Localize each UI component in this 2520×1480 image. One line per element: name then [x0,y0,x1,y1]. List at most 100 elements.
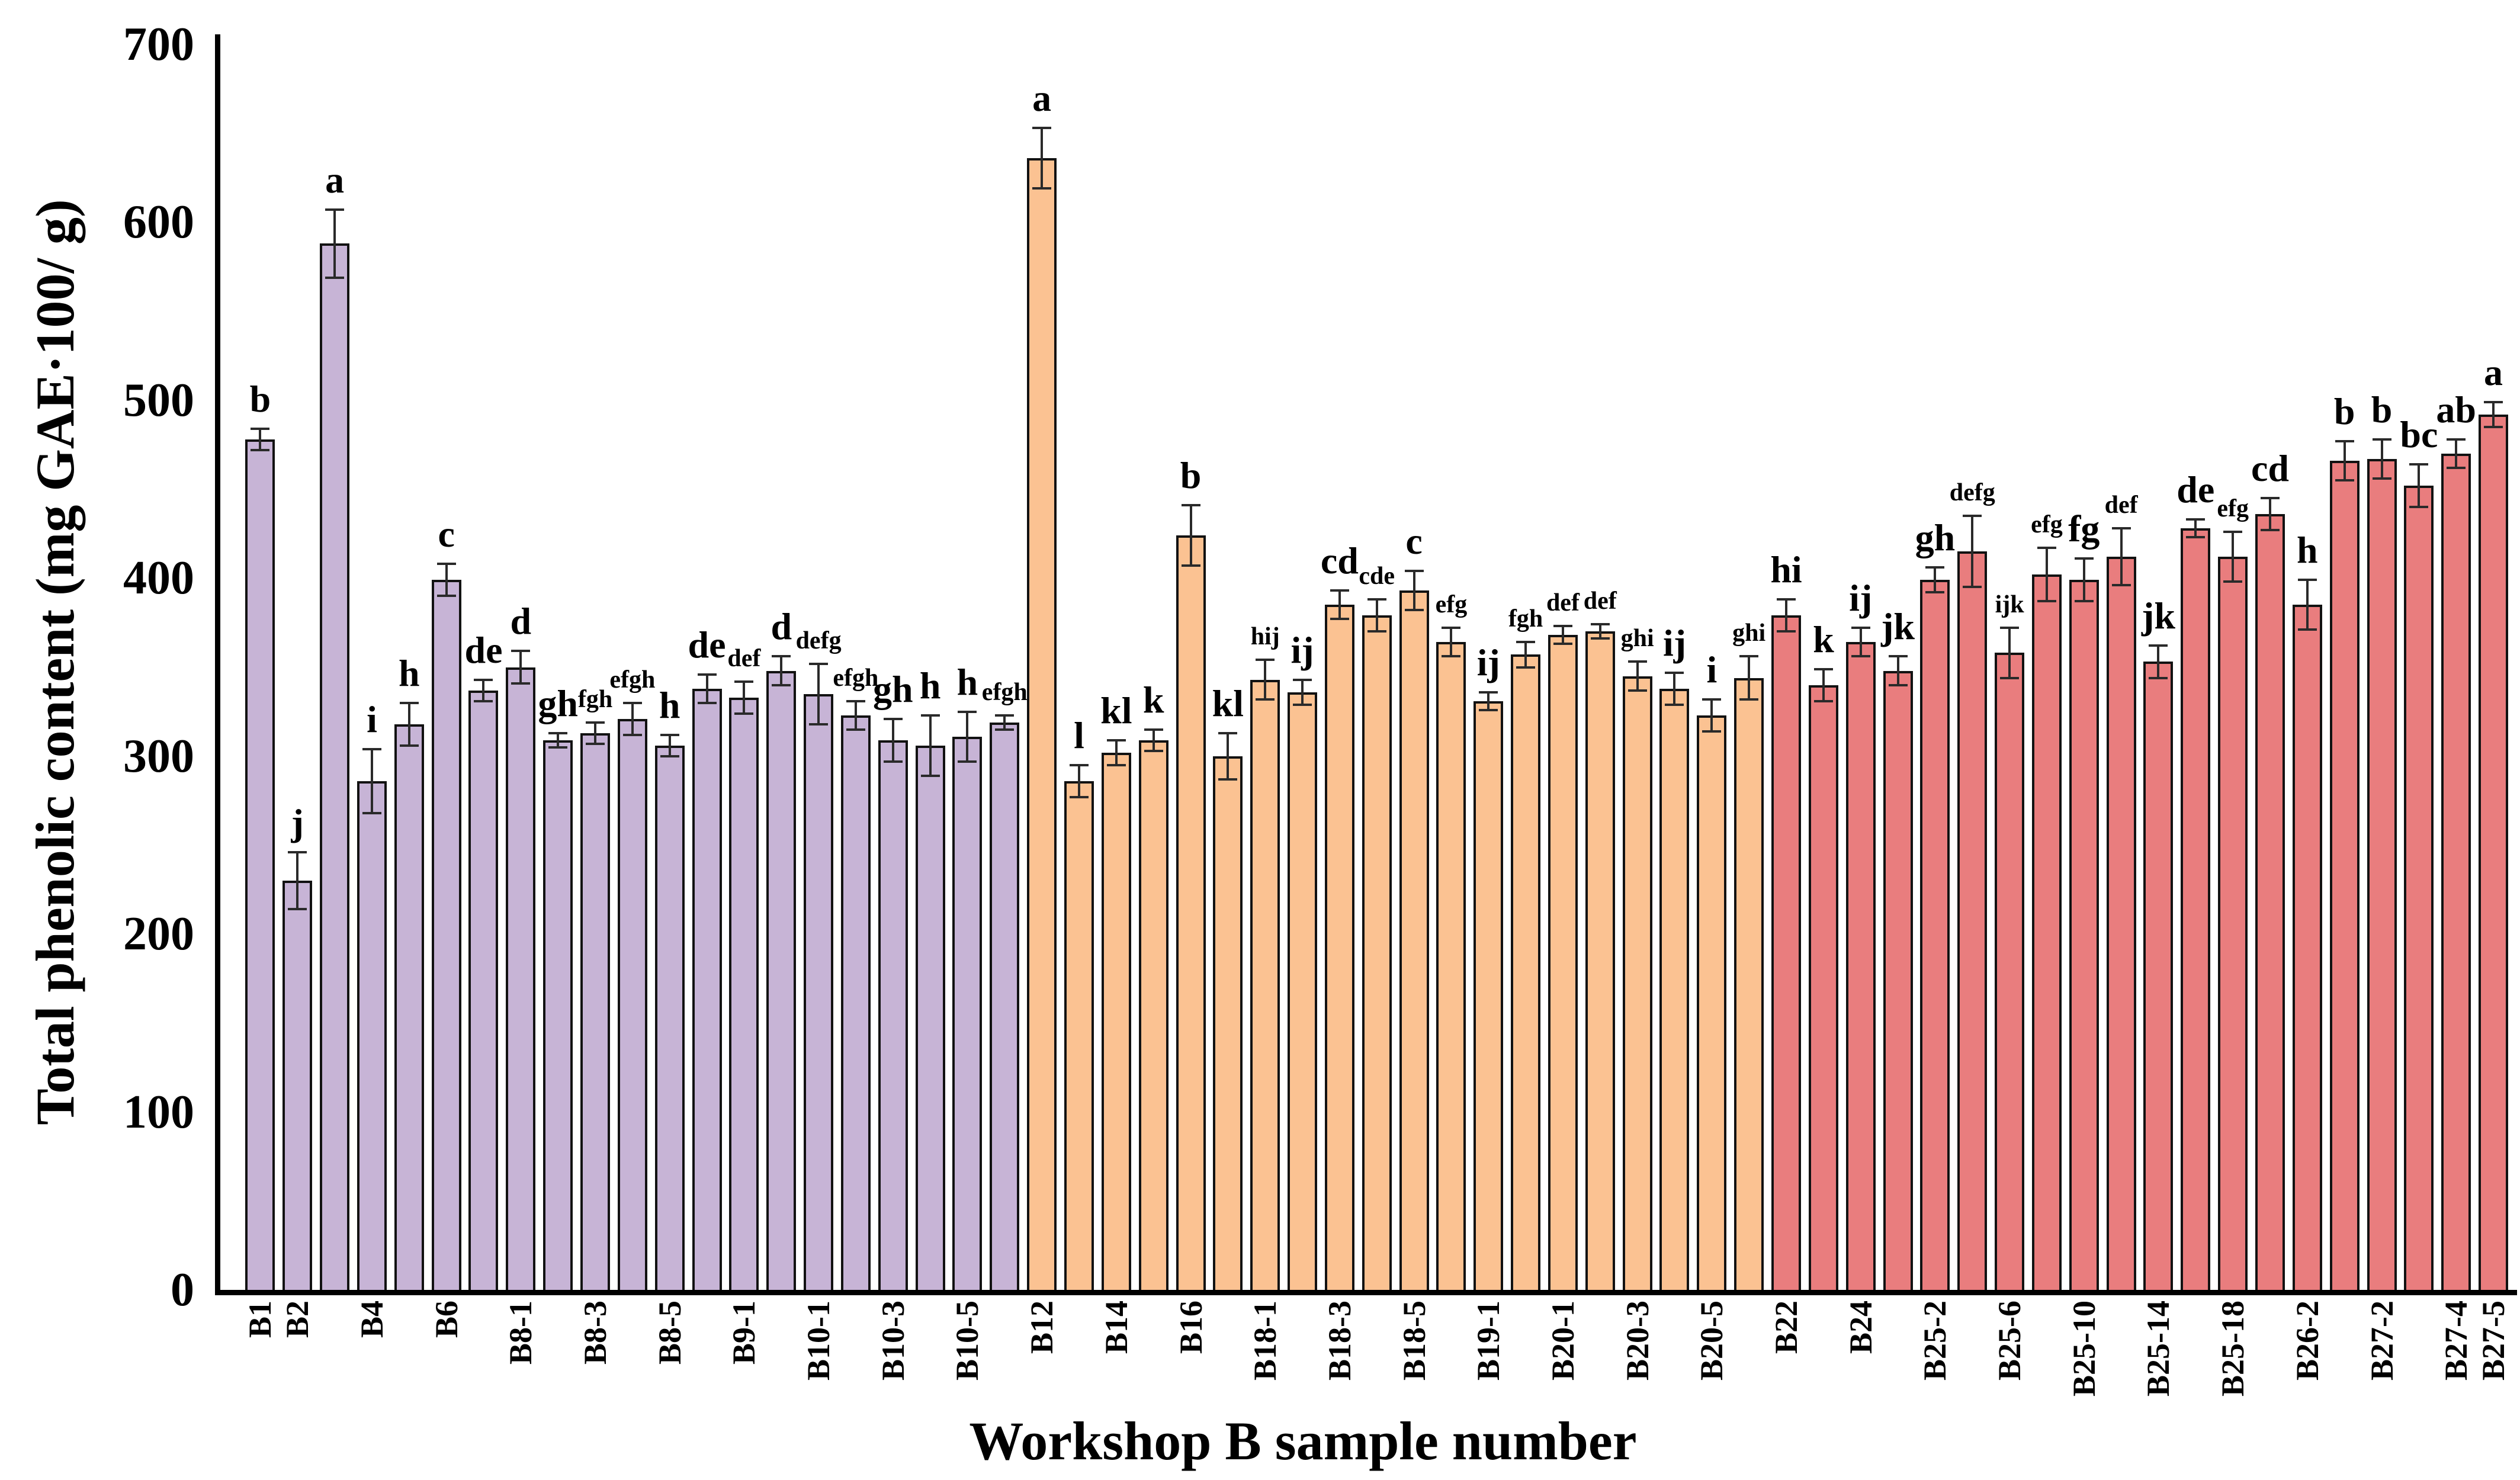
error-bar-cap [1813,667,1833,670]
significance-letter: c [438,513,455,556]
error-bar-cap [586,721,605,724]
bar-def [2106,557,2136,1290]
y-tick-label-100: 100 [123,1086,194,1138]
x-tick-label-B18-5: B18-5 [1396,1301,1432,1381]
significance-letter: h [399,651,420,694]
significance-letter: k [1813,618,1834,660]
error-bar-cap [2149,676,2168,679]
bar-slot: fg B25-10 [2065,0,2102,1396]
error-bar-cap [1888,655,1908,658]
significance-letter: ab [2436,388,2476,431]
error-bar-cap [2372,438,2391,441]
x-tick-label-B19-1: B19-1 [1471,1301,1507,1381]
bar-B2 [283,881,313,1290]
error-bar [2306,580,2309,630]
error-bar [333,210,336,278]
bar-l [1064,781,1094,1290]
error-bar-cap [436,563,456,566]
bar-slot: d [763,0,800,1290]
error-bar [1003,715,1006,730]
x-tick-label-B20-3: B20-3 [1619,1301,1655,1381]
x-tick-label-B25-14: B25-14 [2140,1301,2176,1396]
x-tick-label-B20-5: B20-5 [1694,1301,1730,1381]
error-bar-cap [2335,439,2354,442]
error-bar [1934,567,1937,593]
error-bar-cap [1442,655,1461,658]
bar-B22 [1771,615,1802,1290]
bar-B19-1 [1474,701,1504,1290]
bar-B8-1 [506,667,536,1290]
error-bar-cap [399,744,419,747]
error-bar-cap [1925,591,1945,594]
error-bar-cap [995,714,1015,717]
error-bar-cap [1218,731,1238,734]
bar-slot: d B8-1 [502,0,540,1365]
x-tick-label-B8-5: B8-5 [651,1301,688,1365]
bar-efgh [840,715,871,1290]
error-bar-cap [809,662,829,665]
bar-de [468,690,499,1290]
bar-slot: c B6 [428,0,465,1338]
bar-k [1808,685,1838,1290]
bar-k [1138,740,1168,1290]
error-bar [1115,740,1118,765]
bar-slot: ij [1284,0,1321,1290]
bar-B18-1 [1250,679,1280,1290]
error-bar-cap [958,760,977,763]
significance-letter: fg [2068,508,2100,550]
error-bar [259,428,262,450]
significance-letter: gh [538,682,578,724]
significance-letter: def [727,644,761,672]
error-bar-cap [772,683,791,686]
significance-letter: efg [1435,591,1468,619]
bar-B25-6 [1995,653,2025,1290]
bar-slot: a B27-5 [2475,0,2512,1381]
error-bar-cap [2074,557,2094,560]
bar-defg [1957,551,1988,1290]
error-bar-cap [1218,778,1238,781]
x-tick-label-B26-2: B26-2 [2289,1301,2325,1381]
x-tick-label-B27-5: B27-5 [2476,1301,2512,1381]
bar-jk [1883,670,1913,1290]
error-bar [1673,672,1676,705]
significance-letter: def [2104,492,2138,519]
error-bar-cap [436,595,456,598]
bar-slot: efg [1433,0,1470,1290]
significance-letter: ghi [1732,619,1766,647]
bar-B16 [1176,535,1206,1290]
bar-B25-10 [2069,580,2099,1290]
error-bar-cap [1069,795,1089,798]
bar-slot: b B1 [242,0,279,1338]
significance-letter: kl [1100,689,1132,731]
x-tick-label-B14: B14 [1098,1301,1134,1354]
x-tick-label-B22: B22 [1768,1301,1805,1354]
error-bar [668,734,671,756]
bar-slot: ijk B25-6 [1991,0,2028,1381]
error-bar [2492,402,2495,427]
error-bar [557,733,560,747]
error-bar-cap [1106,739,1126,741]
bar-B25-14 [2143,662,2174,1290]
significance-letter: jk [1881,605,1915,648]
bar-B27-5 [2479,414,2509,1290]
bar-B9-1 [729,697,759,1290]
error-bar-cap [2037,600,2056,603]
error-bar-cap [2149,644,2168,647]
error-bar [2268,498,2271,531]
significance-letter: def [1546,589,1580,617]
bar-h [394,724,424,1290]
bar-slot: ghi B20-3 [1619,0,1656,1381]
error-bar-cap [2447,438,2466,441]
error-bar-cap [2409,506,2429,509]
error-bar-cap [734,712,754,715]
error-bar-cap [1181,504,1200,507]
bar-slot: ghi [1731,0,1768,1290]
error-bar-cap [251,427,270,430]
significance-letter: gh [872,667,913,710]
error-bar-cap [1702,698,1722,701]
error-bar [2120,528,2123,586]
error-bar-cap [1590,637,1610,640]
error-bar [1636,662,1639,691]
error-bar-cap [325,208,345,211]
